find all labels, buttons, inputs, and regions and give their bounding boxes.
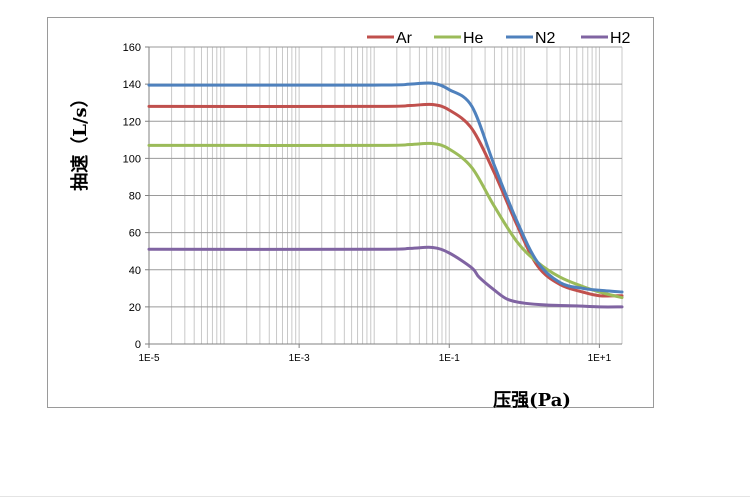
bottom-divider xyxy=(0,496,750,497)
y-tick-label: 120 xyxy=(123,116,141,128)
legend: Ar He N2 H2 xyxy=(367,30,631,47)
y-tick-label: 60 xyxy=(129,228,141,240)
series-line-he xyxy=(147,141,624,300)
x-tick-labels: 1E-5 1E-3 1E-1 1E+1 xyxy=(138,353,611,364)
series-line-ar xyxy=(147,102,624,298)
x-tick-label: 1E-5 xyxy=(138,353,160,364)
legend-label-n2: N2 xyxy=(535,30,556,47)
series-lines xyxy=(147,81,624,309)
y-tick-label: 100 xyxy=(123,153,141,165)
y-tick-label: 20 xyxy=(129,302,141,314)
y-tick-label: 80 xyxy=(129,191,141,203)
legend-label-ar: Ar xyxy=(396,30,413,47)
legend-label-h2: H2 xyxy=(610,30,631,47)
legend-label-he: He xyxy=(463,30,484,47)
x-tick-label: 1E-1 xyxy=(439,353,461,364)
x-tick-label: 1E+1 xyxy=(588,353,612,364)
series-line-n2 xyxy=(147,81,624,294)
y-tick-label: 160 xyxy=(123,42,141,54)
y-tick-label: 40 xyxy=(129,265,141,277)
y-tick-label: 0 xyxy=(135,339,141,351)
y-tick-labels: 0 20 40 60 80 100 120 140 160 xyxy=(123,42,141,351)
y-axis-label: 抽速（L/s） xyxy=(69,89,91,190)
major-gridlines xyxy=(149,46,622,308)
axes xyxy=(145,46,622,348)
x-tick-label: 1E-3 xyxy=(289,353,311,364)
series-line-h2 xyxy=(147,245,624,309)
x-axis-label: 压强(Pa) xyxy=(493,390,571,411)
y-tick-label: 140 xyxy=(123,79,141,91)
chart-frame xyxy=(47,17,654,408)
